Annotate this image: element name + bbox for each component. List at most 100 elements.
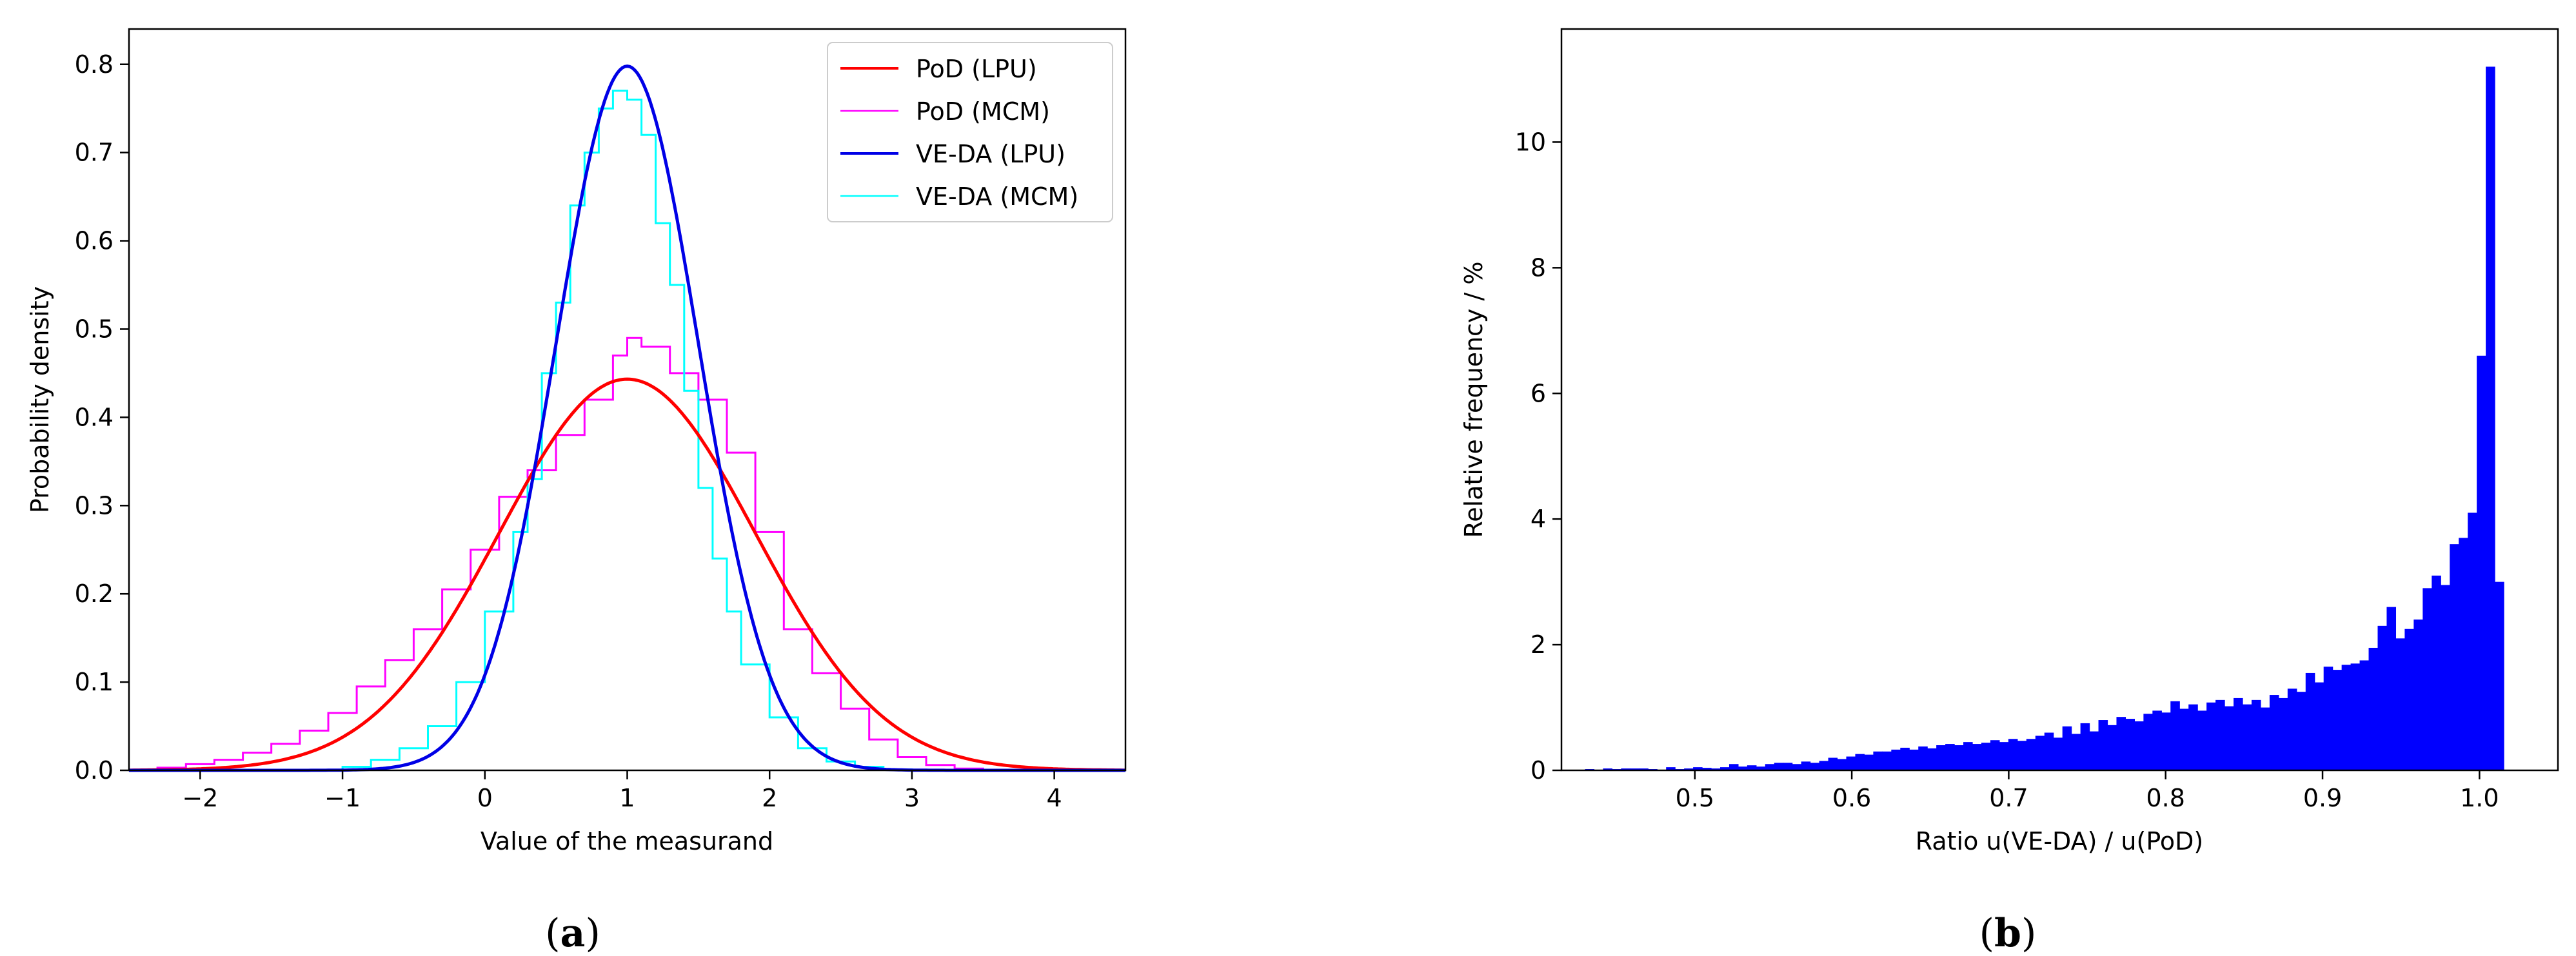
histogram-bar <box>1972 744 1982 770</box>
histogram-bar <box>2323 667 2333 770</box>
y-tick-label: 0.8 <box>75 50 114 79</box>
panel-b-frame <box>1560 28 2559 772</box>
panel-a-x-ticks: −2 −1 0 1 2 3 4 <box>182 770 1062 812</box>
histogram-bar <box>1747 765 1757 770</box>
x-tick-label: 0.9 <box>2303 784 2342 812</box>
panel-b-x-ticks: 0.5 0.6 0.7 0.8 0.9 1.0 <box>1676 770 2499 812</box>
histogram-bar <box>2107 725 2117 770</box>
y-tick-label: 0.5 <box>75 315 114 343</box>
histogram-bar <box>2332 670 2343 770</box>
histogram-bar <box>2350 663 2361 770</box>
legend-label-veda-mcm: VE-DA (MCM) <box>916 182 1078 211</box>
histogram-bar <box>2296 692 2306 770</box>
x-tick-label: 0.6 <box>1832 784 1871 812</box>
histogram-bar <box>2243 704 2252 770</box>
histogram-bar <box>1990 740 2000 770</box>
histogram-bar <box>2341 665 2352 770</box>
histogram-bar <box>2053 737 2063 770</box>
panel-b-caption-close: ) <box>2021 911 2037 956</box>
histogram-bar <box>1738 766 1748 770</box>
x-tick-label: 1 <box>619 784 635 812</box>
histogram-bar <box>2008 739 2018 770</box>
histogram-bar <box>2062 726 2072 770</box>
x-tick-label: 1.0 <box>2460 784 2499 812</box>
y-tick-label: 0.2 <box>75 580 114 608</box>
histogram-bar <box>2269 695 2279 770</box>
histogram-bar <box>1783 763 1793 770</box>
histogram-bar <box>1855 754 1865 770</box>
histogram-bar <box>1882 751 1892 770</box>
panel-a-caption-open: ( <box>545 911 560 956</box>
x-tick-label: −1 <box>324 784 361 812</box>
y-tick-label: 0.3 <box>75 491 114 520</box>
histogram-bar <box>1756 766 1766 770</box>
panel-a-caption: (a) <box>545 911 600 956</box>
histogram-bar <box>2377 625 2388 770</box>
x-tick-label: 0.8 <box>2146 784 2185 812</box>
y-tick-label: 0.4 <box>75 403 114 431</box>
y-tick-label: 4 <box>1531 505 1546 533</box>
histogram-bar <box>2134 721 2144 770</box>
histogram-bar <box>1603 768 1612 770</box>
histogram-bar <box>1909 749 1919 770</box>
histogram-bar <box>1837 759 1847 770</box>
histogram-bar <box>2314 682 2324 770</box>
histogram-bar <box>1918 746 1928 770</box>
panel-a-caption-close: ) <box>585 911 600 956</box>
legend-label-veda-lpu: VE-DA (LPU) <box>916 140 1065 168</box>
legend-label-pod-mcm: PoD (MCM) <box>916 97 1050 126</box>
histogram-bar <box>1927 748 1937 770</box>
series-line-pod-mcm <box>129 337 1125 772</box>
panel-b-y-ticks: 0 2 4 6 8 10 <box>1515 128 1561 785</box>
histogram-bar <box>1719 767 1730 770</box>
y-tick-label: 0.7 <box>75 139 114 167</box>
histogram-bar <box>2170 701 2180 770</box>
x-tick-label: 0.5 <box>1676 784 1714 812</box>
histogram-bar <box>2206 702 2216 770</box>
histogram-bar <box>1702 768 1712 770</box>
histogram-bar <box>2125 719 2135 770</box>
panel-a-legend: PoD (LPU) PoD (MCM) VE-DA (LPU) VE-DA (M… <box>827 42 1113 222</box>
histogram-bar <box>2404 629 2414 770</box>
histogram-bar <box>2197 710 2207 770</box>
panel-b-ratio-histogram: 0.5 0.6 0.7 0.8 0.9 1.0 0 2 4 6 8 10 Ratio u(VE-DA… <box>1460 28 2559 855</box>
y-tick-label: 0 <box>1531 756 1546 785</box>
panel-b-caption: (b) <box>1979 911 2037 956</box>
y-tick-label: 0.6 <box>75 227 114 255</box>
y-tick-label: 2 <box>1531 630 1546 659</box>
series-line-pod-lpu <box>129 377 1125 772</box>
x-tick-label: 4 <box>1047 784 1062 812</box>
histogram-bar <box>2287 688 2297 770</box>
histogram-bar <box>2035 736 2045 770</box>
histogram-bar <box>2413 619 2423 770</box>
y-tick-label: 10 <box>1515 128 1546 156</box>
histogram-bar <box>1684 768 1694 770</box>
x-tick-label: 0.7 <box>1989 784 2028 812</box>
y-tick-label: 0.1 <box>75 668 114 696</box>
histogram-bar <box>1900 747 1910 770</box>
histogram-bar <box>2026 739 2036 770</box>
histogram-bar <box>1945 744 1955 770</box>
histogram-bar <box>2224 706 2234 770</box>
histogram-bar <box>1819 761 1829 770</box>
panel-a-y-ticks: 0.0 0.1 0.2 0.3 0.4 0.5 0.6 0.7 0.8 <box>75 50 129 785</box>
histogram-bar <box>2116 717 2126 770</box>
histogram-bar <box>1729 764 1739 770</box>
histogram-bar <box>2386 607 2397 770</box>
histogram-bar <box>2495 581 2504 770</box>
panel-b-bars <box>1585 66 2504 771</box>
legend-box <box>827 42 1113 222</box>
histogram-bar <box>2260 707 2270 770</box>
x-tick-label: −2 <box>182 784 218 812</box>
histogram-bar <box>2486 66 2495 771</box>
histogram-bar <box>2477 355 2486 770</box>
histogram-bar <box>1693 767 1703 770</box>
x-tick-label: 3 <box>904 784 920 812</box>
histogram-bar <box>2305 672 2315 770</box>
histogram-bar <box>2179 708 2189 770</box>
histogram-bar <box>1873 751 1883 770</box>
histogram-bar <box>2432 575 2441 770</box>
panel-b-caption-open: ( <box>1979 911 1995 956</box>
histogram-bar <box>2251 699 2261 770</box>
